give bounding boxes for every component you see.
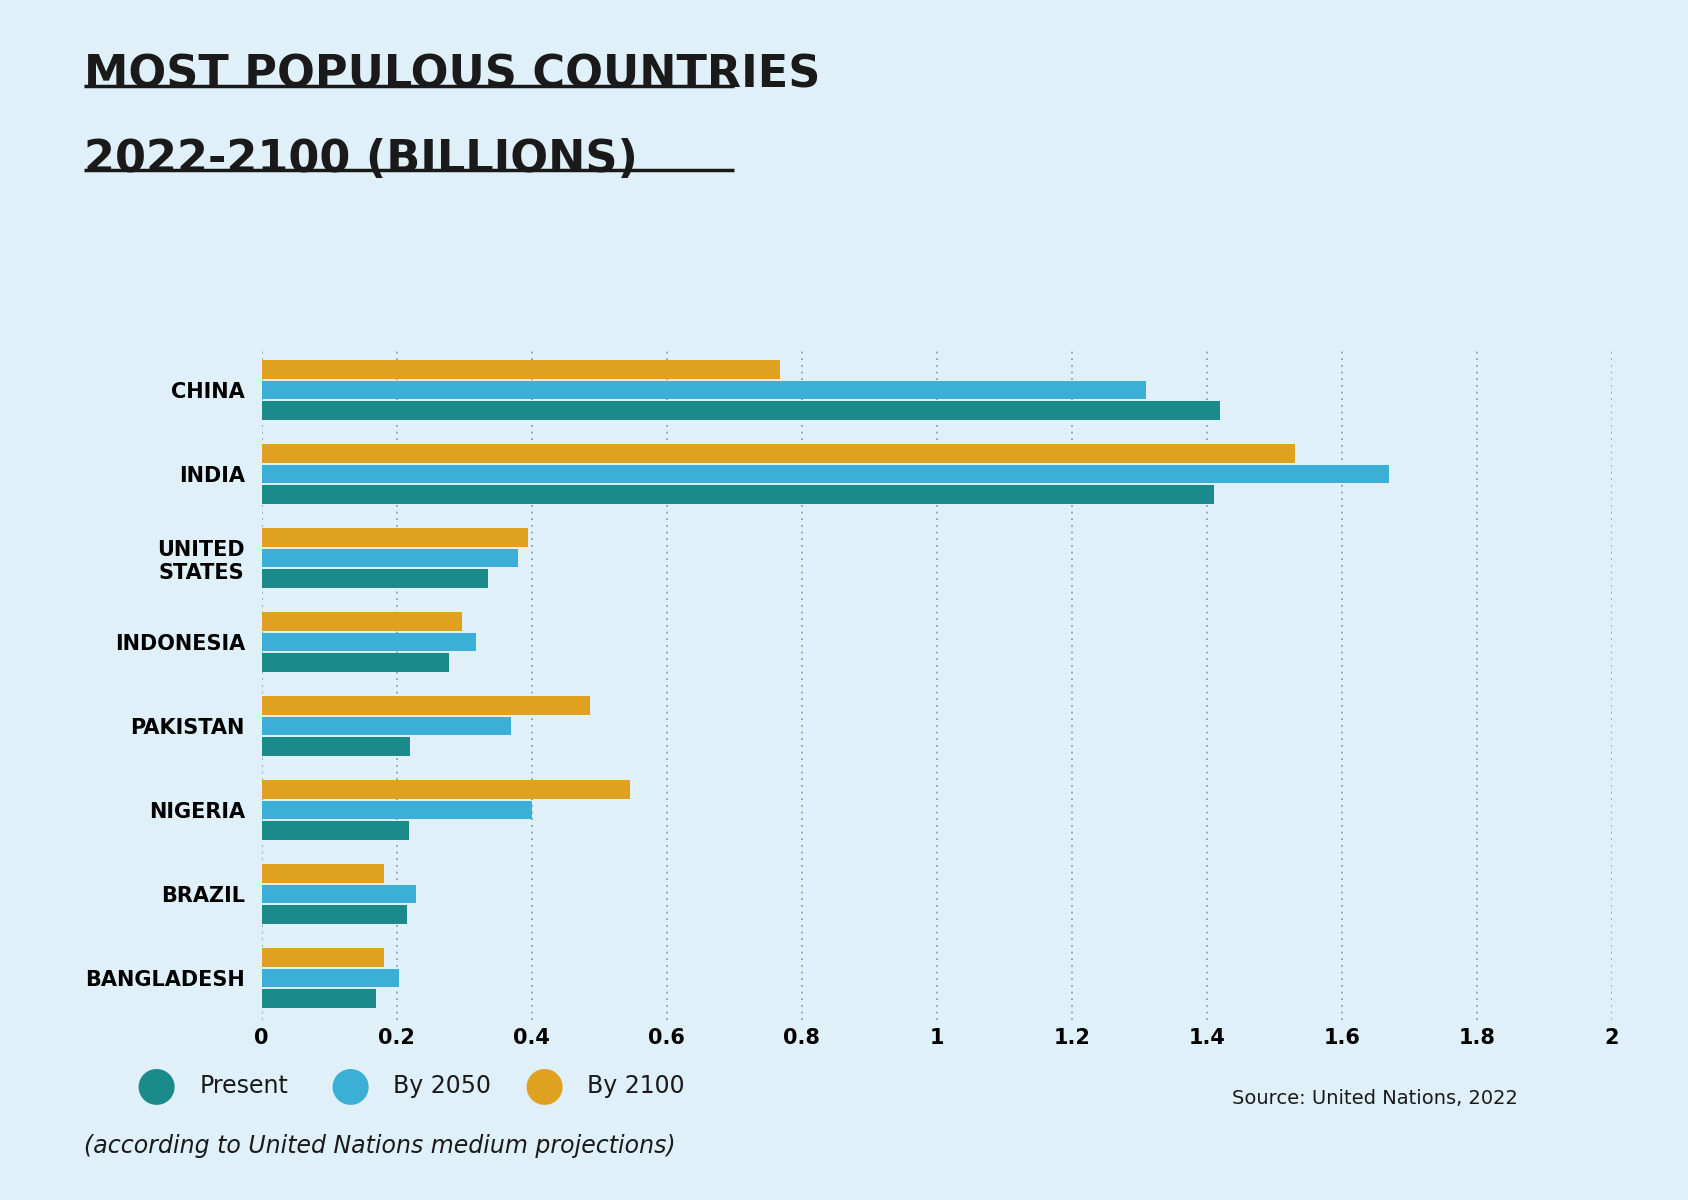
Text: By 2050: By 2050 — [393, 1074, 491, 1098]
Bar — [262, 632, 476, 652]
Bar — [262, 737, 410, 756]
Bar — [262, 401, 1220, 420]
Text: (according to United Nations medium projections): (according to United Nations medium proj… — [84, 1134, 675, 1158]
Bar — [262, 989, 376, 1008]
Bar — [262, 548, 518, 568]
Bar — [262, 780, 630, 799]
Text: By 2100: By 2100 — [587, 1074, 685, 1098]
Bar — [262, 821, 408, 840]
Text: ●: ● — [523, 1063, 564, 1109]
Text: 2022-2100 (BILLIONS): 2022-2100 (BILLIONS) — [84, 138, 638, 181]
Text: Source: United Nations, 2022: Source: United Nations, 2022 — [1232, 1088, 1518, 1108]
Bar — [262, 569, 488, 588]
Bar — [262, 612, 463, 631]
Bar — [262, 948, 383, 967]
Bar — [262, 485, 1214, 504]
Text: MOST POPULOUS COUNTRIES: MOST POPULOUS COUNTRIES — [84, 54, 820, 97]
Bar — [262, 864, 383, 883]
Text: ●: ● — [135, 1063, 176, 1109]
Bar — [262, 653, 449, 672]
Text: Present: Present — [199, 1074, 289, 1098]
Bar — [262, 884, 415, 904]
Bar — [262, 360, 780, 379]
Bar — [262, 905, 407, 924]
Bar — [262, 716, 511, 736]
Bar — [262, 696, 591, 715]
Bar — [262, 464, 1389, 484]
Bar — [262, 380, 1146, 400]
Bar — [262, 528, 528, 547]
Bar — [262, 968, 400, 988]
Bar — [262, 800, 532, 820]
Bar — [262, 444, 1295, 463]
Text: ●: ● — [329, 1063, 370, 1109]
